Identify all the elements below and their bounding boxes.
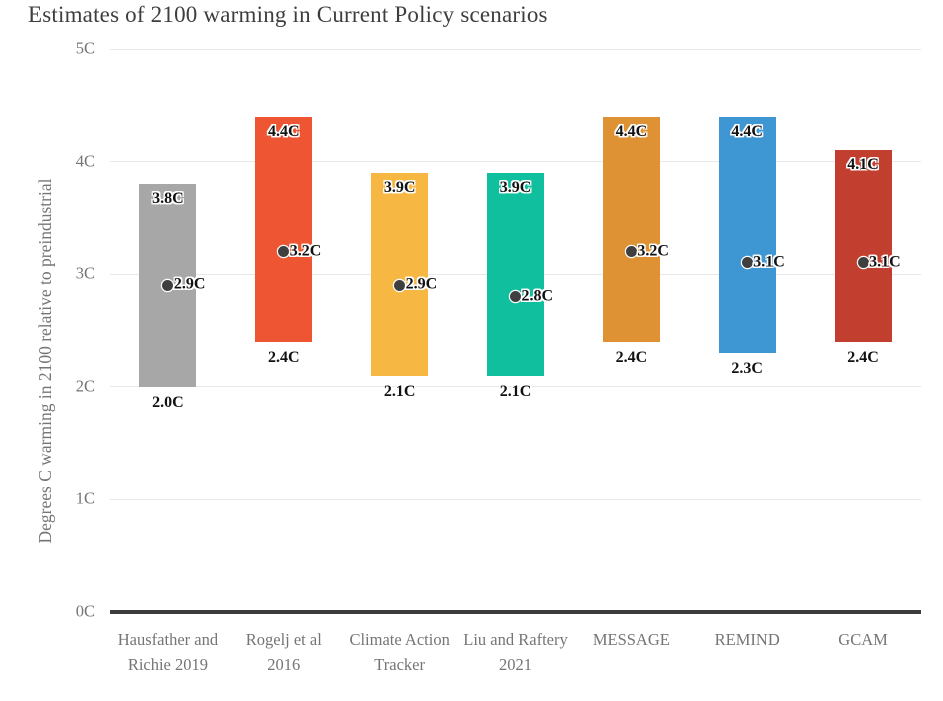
mid-value-label: 3.2C bbox=[289, 242, 322, 260]
min-value-label: 2.1C bbox=[499, 382, 532, 400]
x-tick-label: Climate Action Tracker bbox=[349, 630, 450, 674]
midpoint-dot bbox=[741, 257, 753, 269]
max-value-label: 3.8C bbox=[152, 190, 184, 208]
mid-value-label: 3.1C bbox=[753, 253, 785, 271]
gridline bbox=[110, 498, 921, 500]
y-tick-label: 0C bbox=[75, 601, 95, 621]
max-value-label: 4.1C bbox=[847, 156, 879, 174]
x-tick-label: GCAM bbox=[838, 630, 888, 649]
range-bar bbox=[255, 116, 313, 342]
x-tick-label: Hausfather and Richie 2019 bbox=[117, 630, 219, 674]
mid-value-label: 2.8C bbox=[521, 287, 554, 305]
midpoint-dot bbox=[394, 279, 406, 291]
mid-value-label: 2.9C bbox=[173, 276, 206, 294]
min-value-label: 2.4C bbox=[847, 348, 879, 366]
y-tick-label: 1C bbox=[75, 488, 95, 508]
min-value-label: 2.1C bbox=[383, 382, 416, 400]
midpoint-dot bbox=[625, 246, 637, 258]
y-tick-label: 5C bbox=[75, 38, 95, 58]
midpoint-dot bbox=[510, 291, 521, 303]
range-bar bbox=[371, 172, 429, 376]
mid-value-label: 3.2C bbox=[637, 242, 669, 260]
mid-value-label: 3.1C bbox=[869, 253, 901, 271]
x-tick-label: Rogelj et al 2016 bbox=[245, 630, 322, 674]
mid-value-label: 2.9C bbox=[405, 276, 438, 294]
midpoint-dot bbox=[162, 279, 174, 291]
min-value-label: 2.4C bbox=[615, 348, 648, 366]
gridline bbox=[110, 161, 921, 163]
y-tick-label: 3C bbox=[75, 263, 95, 283]
x-tick-label: Liu and Raftery 2021 bbox=[463, 630, 568, 674]
range-bar bbox=[487, 172, 544, 376]
max-value-label: 4.4C bbox=[731, 122, 763, 140]
max-value-label: 4.4C bbox=[615, 122, 648, 140]
max-value-label: 3.9C bbox=[383, 178, 416, 196]
x-tick-label: REMIND bbox=[714, 630, 780, 649]
midpoint-dot bbox=[278, 246, 290, 258]
y-tick-label: 2C bbox=[75, 376, 95, 396]
chart-title: Estimates of 2100 warming in Current Pol… bbox=[28, 2, 548, 27]
x-tick-label: MESSAGE bbox=[592, 630, 670, 649]
gridline bbox=[110, 48, 921, 50]
y-tick-label: 4C bbox=[75, 151, 95, 171]
range-bar bbox=[602, 116, 660, 342]
range-bar bbox=[718, 116, 776, 353]
min-value-label: 2.0C bbox=[152, 393, 184, 411]
max-value-label: 4.4C bbox=[268, 122, 300, 140]
min-value-label: 2.4C bbox=[268, 348, 300, 366]
range-bar bbox=[834, 150, 892, 342]
x-axis-line bbox=[110, 610, 921, 614]
min-value-label: 2.3C bbox=[731, 360, 763, 378]
midpoint-dot bbox=[857, 257, 869, 269]
max-value-label: 3.9C bbox=[499, 178, 532, 196]
gridline bbox=[110, 386, 921, 388]
